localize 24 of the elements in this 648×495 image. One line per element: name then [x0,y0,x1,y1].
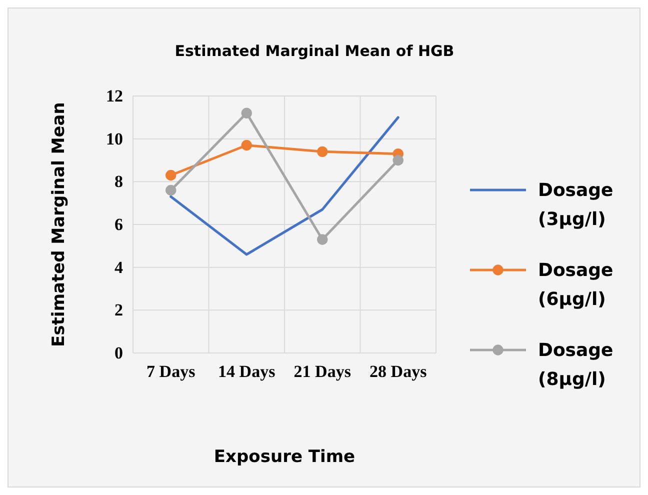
point [241,140,252,151]
legend-label: Dosage (6µg/l) [538,260,614,310]
legend-label: Dosage (3µg/l) [538,180,614,230]
point [166,170,176,181]
y-tick-label: 12 [106,86,123,106]
y-axis-title: Estimated Marginal Mean [49,102,69,347]
x-tick-label: 7 Days [146,362,196,382]
point [317,146,328,158]
chart-title: Estimated Marginal Mean of HGB [174,42,454,60]
point [317,234,328,245]
y-tick-label: 6 [114,214,123,234]
x-tick-label: 21 Days [294,362,352,382]
point [166,184,176,196]
y-tick-label: 4 [114,258,124,277]
point [392,154,404,166]
y-tick-label: 10 [106,129,123,148]
x-tick-label: 28 Days [370,362,428,382]
y-tick-label: 8 [114,172,123,192]
point [241,108,252,118]
x-tick-label: 14 Days [218,362,276,382]
x-axis-title: Exposure Time [214,447,356,467]
y-tick-label: 0 [114,343,123,362]
y-tick-label: 2 [114,300,123,320]
legend-label: Dosage (8µg/l) [538,340,614,390]
